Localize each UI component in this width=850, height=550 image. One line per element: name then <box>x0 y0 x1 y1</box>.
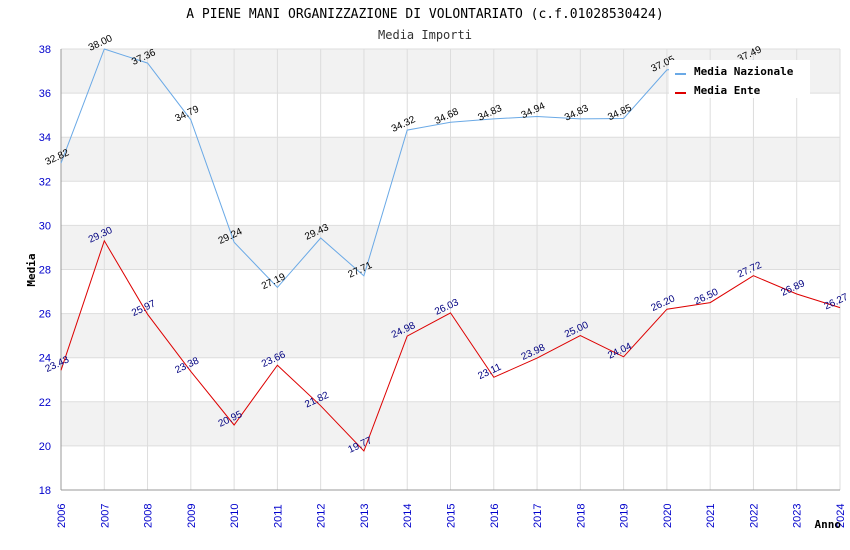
x-tick-label: 2024 <box>835 504 847 528</box>
x-tick-label: 2017 <box>532 504 544 528</box>
y-tick-label: 26 <box>39 309 51 321</box>
axes <box>60 49 840 491</box>
y-tick-label: 36 <box>39 88 51 100</box>
x-tick-label: 2020 <box>662 504 674 528</box>
y-tick-label: 24 <box>39 353 51 365</box>
x-tick-label: 2022 <box>748 504 760 528</box>
y-tick-label: 38 <box>39 44 51 56</box>
y-tick-label: 30 <box>39 220 51 232</box>
x-tick-label: 2018 <box>575 504 587 528</box>
y-tick-label: 28 <box>39 265 51 277</box>
x-axis-label: Anno <box>815 518 842 531</box>
legend-entry-label: Media Ente <box>694 84 761 97</box>
x-tick-label: 2016 <box>489 504 501 528</box>
y-axis-ticks: 18 20 22 24 26 28 30 32 34 36 38 <box>39 44 51 497</box>
legend-entry-label: Media Nazionale <box>694 65 794 78</box>
x-tick-label: 2013 <box>359 504 371 528</box>
chart-subtitle: Media Importi <box>378 28 472 42</box>
x-tick-label: 2012 <box>316 504 328 528</box>
x-tick-label: 2019 <box>619 504 631 528</box>
series-lines <box>60 48 841 452</box>
y-tick-label: 18 <box>39 485 51 497</box>
x-tick-label: 2009 <box>186 504 198 528</box>
x-tick-label: 2015 <box>446 504 458 528</box>
x-tick-label: 2008 <box>143 504 155 528</box>
y-tick-label: 20 <box>39 441 51 453</box>
series-line-media-ente <box>60 239 841 452</box>
x-tick-label: 2021 <box>705 504 717 528</box>
legend: Media Nazionale Media Ente <box>669 60 810 98</box>
x-tick-label: 2014 <box>402 504 414 528</box>
x-tick-label: 2007 <box>99 504 111 528</box>
x-tick-label: 2023 <box>792 504 804 528</box>
y-axis-label: Media <box>25 253 38 286</box>
x-tick-label: 2010 <box>229 504 241 528</box>
x-tick-label: 2006 <box>56 504 68 528</box>
y-tick-label: 34 <box>39 132 51 144</box>
y-tick-label: 32 <box>39 176 51 188</box>
x-axis-ticks: 2006 2007 2008 2009 2010 2011 2012 2013 2014 2015… <box>56 504 847 528</box>
x-tick-label: 2011 <box>272 504 284 528</box>
chart-title: A PIENE MANI ORGANIZZAZIONE DI VOLONTARI… <box>186 7 663 22</box>
legend-box <box>669 60 810 98</box>
series-line-media-nazionale <box>60 48 754 289</box>
y-tick-label: 22 <box>39 397 51 409</box>
